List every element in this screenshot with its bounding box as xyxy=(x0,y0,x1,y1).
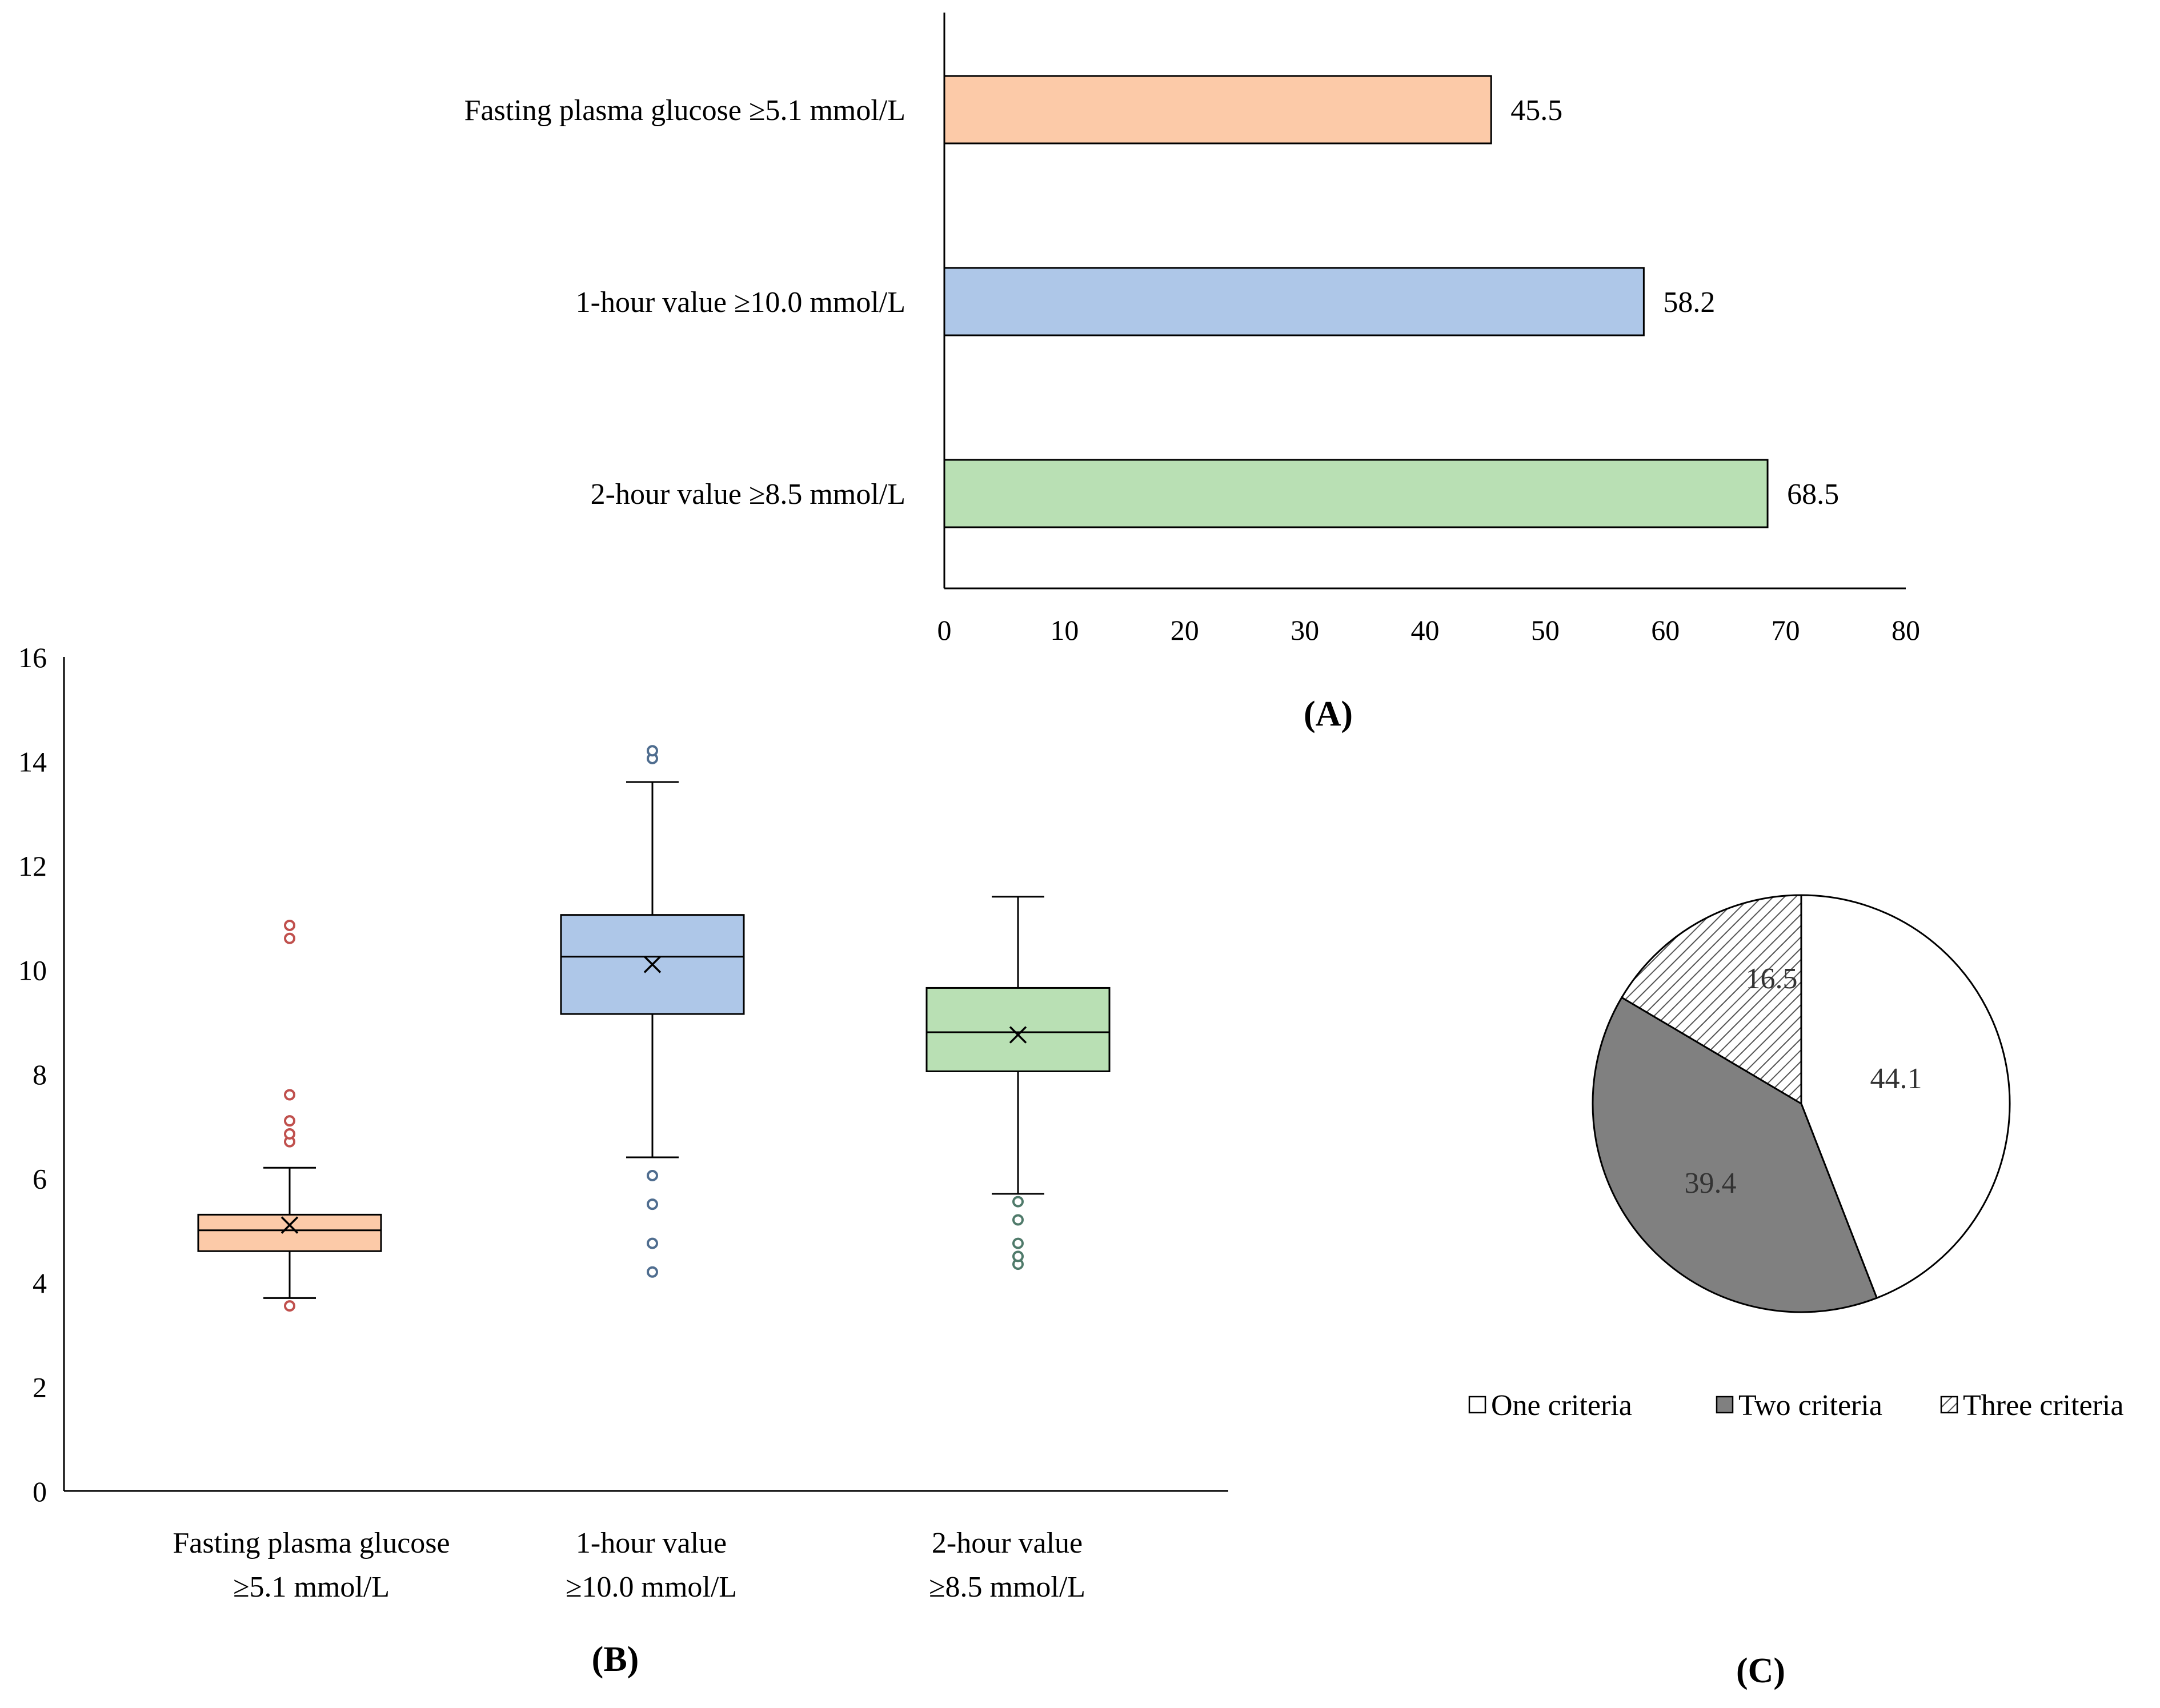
box-iqr xyxy=(197,1213,382,1252)
pie-slices: 44.1 39.4 16.5 xyxy=(1592,894,2011,1313)
legend-swatch xyxy=(1468,1396,1486,1414)
box-category-label: 2-hour value xyxy=(932,1527,1083,1559)
pie-value-label: 16.5 xyxy=(1746,963,1798,995)
y-tick-label: 4 xyxy=(33,1267,47,1299)
outlier-point xyxy=(647,1198,658,1210)
bar-value-label: 68.5 xyxy=(1787,478,1839,511)
outlier-point xyxy=(1012,1214,1024,1226)
legend-swatch xyxy=(1716,1396,1734,1414)
bar-value-label: 58.2 xyxy=(1663,286,1715,319)
outlier-point xyxy=(284,1300,295,1312)
y-tick-label: 6 xyxy=(33,1163,47,1195)
outlier-point xyxy=(1012,1237,1024,1249)
outlier-point xyxy=(284,919,295,931)
pie-slice xyxy=(1592,996,1878,1313)
x-tick-label: 80 xyxy=(1891,614,1920,646)
panel-b-label: (B) xyxy=(592,1640,639,1679)
box-plot-axes: 0 2 4 6 8 10 12 14 16 xyxy=(18,641,1228,1507)
mean-marker xyxy=(280,1216,299,1234)
mean-marker xyxy=(643,956,662,973)
bar xyxy=(943,459,1769,528)
outlier-point xyxy=(284,1089,295,1101)
outlier-point xyxy=(1012,1196,1024,1208)
box-category-label: 1-hour value xyxy=(576,1527,727,1559)
bar-value-label: 45.5 xyxy=(1510,94,1562,127)
y-tick-label: 10 xyxy=(18,955,47,987)
legend-label: Two criteria xyxy=(1738,1389,1882,1422)
box-iqr xyxy=(925,987,1111,1072)
bar-category-label: 2-hour value ≥8.5 mmol/L xyxy=(591,478,905,511)
bar xyxy=(943,267,1645,336)
outlier-point xyxy=(1012,1250,1024,1262)
outlier-point xyxy=(284,1128,295,1140)
bar-chart-axes: 0 10 20 30 40 50 60 70 80 xyxy=(937,13,1920,646)
x-tick-label: 10 xyxy=(1050,614,1079,646)
outlier-point xyxy=(647,745,658,757)
box-category-label: ≥5.1 mmol/L xyxy=(233,1571,390,1603)
box-series: Fasting plasma glucose ≥5.1 mmol/L 1-hour … xyxy=(173,745,1111,1603)
y-tick-label: 12 xyxy=(18,850,47,882)
outlier-point xyxy=(647,1266,658,1278)
bar-category-label: 1-hour value ≥10.0 mmol/L xyxy=(576,286,905,319)
y-tick-label: 8 xyxy=(33,1059,47,1090)
outlier-point xyxy=(284,932,295,944)
y-tick-label: 2 xyxy=(33,1372,47,1404)
x-tick-label: 40 xyxy=(1411,614,1440,646)
panel-a-label: (A) xyxy=(1304,695,1353,733)
bar-chart-panel-a: Fasting plasma glucose ≥5.1 mmol/L 45.5 1-… xyxy=(464,13,1920,733)
box-category-label: ≥8.5 mmol/L xyxy=(929,1571,1085,1603)
bar-series: Fasting plasma glucose ≥5.1 mmol/L 45.5 1-… xyxy=(464,75,1839,528)
legend-swatch xyxy=(1940,1396,1958,1414)
x-tick-label: 0 xyxy=(937,614,952,646)
x-tick-label: 70 xyxy=(1772,614,1800,646)
y-tick-label: 14 xyxy=(18,746,47,778)
outlier-point xyxy=(284,1115,295,1127)
pie-slice xyxy=(1620,894,1802,1105)
box-category-label: Fasting plasma glucose xyxy=(173,1527,450,1559)
legend-label: Three criteria xyxy=(1963,1389,2123,1422)
bar-category-label: Fasting plasma glucose ≥5.1 mmol/L xyxy=(464,94,905,127)
outlier-point xyxy=(647,1237,658,1249)
y-tick-label: 16 xyxy=(18,641,47,673)
pie-value-label: 39.4 xyxy=(1685,1167,1737,1200)
pie-slice xyxy=(1800,894,2011,1300)
outlier-point xyxy=(647,1169,658,1181)
pie-legend: One criteria Two criteria Three criteria xyxy=(1468,1389,2123,1422)
y-tick-label: 0 xyxy=(33,1476,47,1507)
pie-chart-panel-c: 44.1 39.4 16.5 One criteria Two criteria Thr… xyxy=(1468,894,2123,1690)
panel-c-label: (C) xyxy=(1736,1651,1785,1690)
legend-label: One criteria xyxy=(1491,1389,1632,1422)
mean-marker xyxy=(1009,1026,1027,1044)
x-tick-label: 50 xyxy=(1531,614,1560,646)
bar xyxy=(943,75,1492,145)
pie-value-label: 44.1 xyxy=(1870,1063,1922,1095)
box-category-label: ≥10.0 mmol/L xyxy=(566,1571,737,1603)
box-plot-panel-b: 0 2 4 6 8 10 12 14 16 Fasting plasma glucose ≥5.1… xyxy=(18,641,1228,1679)
x-tick-label: 30 xyxy=(1291,614,1319,646)
x-tick-label: 60 xyxy=(1651,614,1680,646)
x-tick-label: 20 xyxy=(1171,614,1199,646)
